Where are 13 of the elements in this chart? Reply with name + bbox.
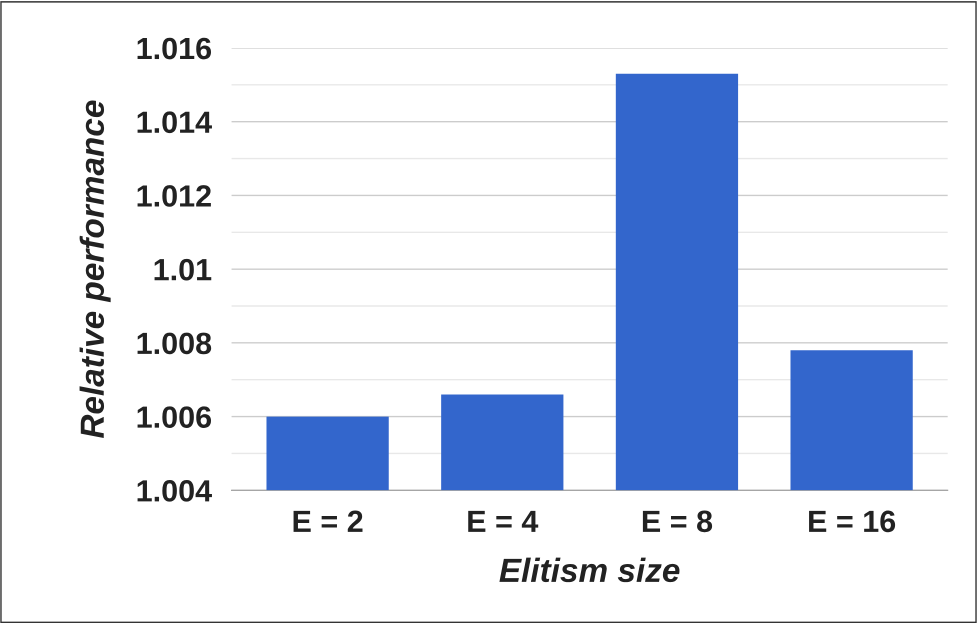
y-tick-label: 1.01 bbox=[154, 258, 212, 281]
x-tick-label: E = 2 bbox=[294, 510, 362, 532]
y-tick-label: 1.012 bbox=[138, 185, 211, 207]
x-axis-title: Elitism size bbox=[499, 558, 680, 582]
x-tick-label: E = 16 bbox=[809, 510, 896, 532]
y-tick-label: 1.004 bbox=[138, 480, 212, 502]
x-tick-label: E = 4 bbox=[468, 510, 538, 532]
y-tick-label: 1.006 bbox=[138, 406, 212, 428]
x-tick-label: E = 8 bbox=[642, 510, 712, 532]
y-tick-label: 1.014 bbox=[138, 111, 212, 134]
y-tick-label: 1.008 bbox=[138, 332, 212, 354]
y-tick-label: 1.016 bbox=[138, 38, 212, 60]
y-axis-title: Relative performance bbox=[80, 100, 111, 438]
